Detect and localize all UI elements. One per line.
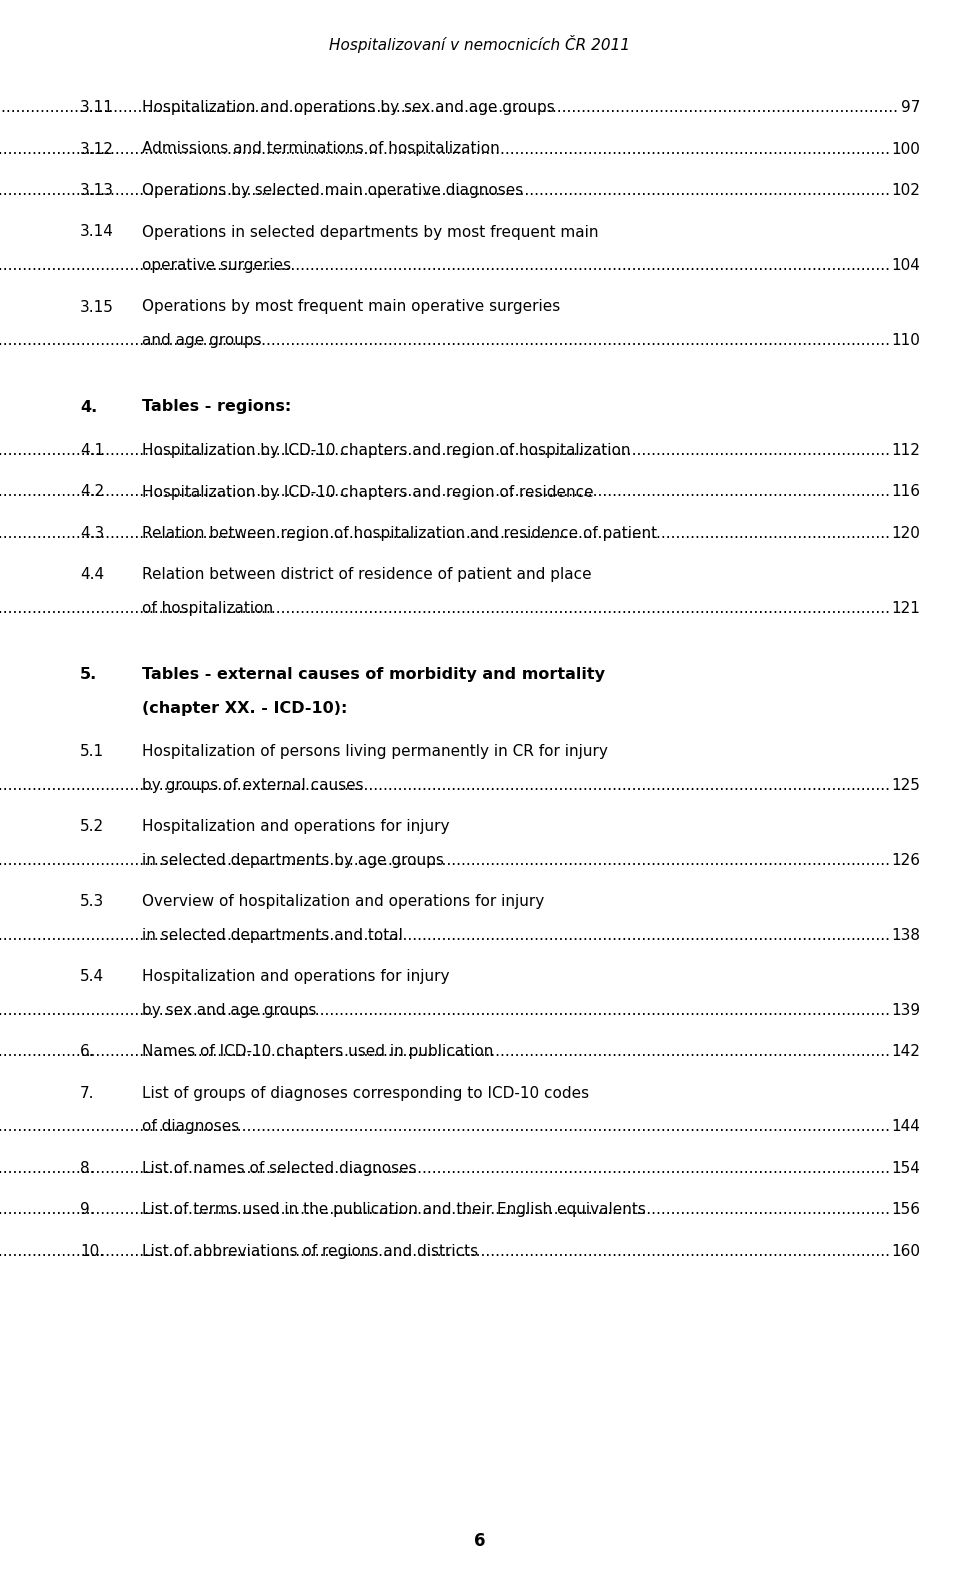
Text: of diagnoses: of diagnoses (142, 1119, 239, 1135)
Text: 139: 139 (891, 1003, 920, 1018)
Text: 116: 116 (891, 485, 920, 499)
Text: ................................................................................: ........................................… (0, 1003, 891, 1018)
Text: ................................................................................: ........................................… (0, 332, 891, 348)
Text: by sex and age groups: by sex and age groups (142, 1003, 317, 1018)
Text: 138: 138 (891, 929, 920, 943)
Text: 97: 97 (900, 100, 920, 114)
Text: 104: 104 (891, 258, 920, 273)
Text: 5.: 5. (80, 668, 97, 682)
Text: 5.4: 5.4 (80, 970, 104, 984)
Text: (chapter XX. - ICD-10):: (chapter XX. - ICD-10): (142, 701, 348, 716)
Text: ................................................................................: ........................................… (0, 183, 891, 199)
Text: ................................................................................: ........................................… (0, 1202, 891, 1218)
Text: List of names of selected diagnoses: List of names of selected diagnoses (142, 1161, 417, 1177)
Text: ................................................................................: ........................................… (0, 142, 891, 156)
Text: 6: 6 (474, 1533, 486, 1550)
Text: and age groups: and age groups (142, 332, 262, 348)
Text: ................................................................................: ........................................… (0, 1045, 891, 1059)
Text: Relation between district of residence of patient and place: Relation between district of residence o… (142, 568, 591, 582)
Text: Names of ICD-10 chapters used in publication: Names of ICD-10 chapters used in publica… (142, 1045, 493, 1059)
Text: ................................................................................: ........................................… (0, 1119, 891, 1135)
Text: 4.4: 4.4 (80, 568, 104, 582)
Text: ................................................................................: ........................................… (0, 601, 891, 615)
Text: 144: 144 (891, 1119, 920, 1135)
Text: Overview of hospitalization and operations for injury: Overview of hospitalization and operatio… (142, 895, 544, 909)
Text: 6.: 6. (80, 1045, 95, 1059)
Text: Hospitalization by ICD-10 chapters and region of hospitalization: Hospitalization by ICD-10 chapters and r… (142, 444, 631, 458)
Text: 120: 120 (891, 526, 920, 541)
Text: Operations by selected main operative diagnoses: Operations by selected main operative di… (142, 183, 523, 199)
Text: Tables - regions:: Tables - regions: (142, 399, 291, 415)
Text: 110: 110 (891, 332, 920, 348)
Text: ................................................................................: ........................................… (0, 929, 891, 943)
Text: Admissions and terminations of hospitalization: Admissions and terminations of hospitali… (142, 142, 500, 156)
Text: List of groups of diagnoses corresponding to ICD-10 codes: List of groups of diagnoses correspondin… (142, 1086, 589, 1100)
Text: ................................................................................: ........................................… (0, 852, 891, 868)
Text: ................................................................................: ........................................… (0, 444, 891, 458)
Text: Hospitalization and operations by sex and age groups: Hospitalization and operations by sex an… (142, 100, 555, 114)
Text: ................................................................................: ........................................… (0, 258, 891, 273)
Text: Hospitalizovaní v nemocnicích ČR 2011: Hospitalizovaní v nemocnicích ČR 2011 (329, 35, 631, 52)
Text: operative surgeries: operative surgeries (142, 258, 291, 273)
Text: Relation between region of hospitalization and residence of patient: Relation between region of hospitalizati… (142, 526, 658, 541)
Text: 4.2: 4.2 (80, 485, 104, 499)
Text: ................................................................................: ........................................… (0, 1161, 891, 1177)
Text: 4.1: 4.1 (80, 444, 104, 458)
Text: in selected departments and total: in selected departments and total (142, 929, 403, 943)
Text: Hospitalization and operations for injury: Hospitalization and operations for injur… (142, 970, 449, 984)
Text: 5.3: 5.3 (80, 895, 105, 909)
Text: ................................................................................: ........................................… (0, 526, 891, 541)
Text: by groups of external causes: by groups of external causes (142, 778, 364, 793)
Text: Hospitalization and operations for injury: Hospitalization and operations for injur… (142, 819, 449, 835)
Text: 3.14: 3.14 (80, 224, 114, 240)
Text: Operations by most frequent main operative surgeries: Operations by most frequent main operati… (142, 299, 561, 315)
Text: Tables - external causes of morbidity and mortality: Tables - external causes of morbidity an… (142, 668, 605, 682)
Text: of hospitalization: of hospitalization (142, 601, 274, 615)
Text: Hospitalization of persons living permanently in CR for injury: Hospitalization of persons living perman… (142, 744, 608, 760)
Text: 10.: 10. (80, 1243, 104, 1259)
Text: 160: 160 (891, 1243, 920, 1259)
Text: Operations in selected departments by most frequent main: Operations in selected departments by mo… (142, 224, 598, 240)
Text: ................................................................................: ........................................… (0, 485, 891, 499)
Text: 7.: 7. (80, 1086, 94, 1100)
Text: 5.2: 5.2 (80, 819, 104, 835)
Text: 3.11: 3.11 (80, 100, 114, 114)
Text: List of terms used in the publication and their English equivalents: List of terms used in the publication an… (142, 1202, 646, 1218)
Text: 5.1: 5.1 (80, 744, 104, 760)
Text: in selected departments by age groups: in selected departments by age groups (142, 852, 444, 868)
Text: 3.13: 3.13 (80, 183, 114, 199)
Text: Hospitalization by ICD-10 chapters and region of residence: Hospitalization by ICD-10 chapters and r… (142, 485, 593, 499)
Text: 3.15: 3.15 (80, 299, 114, 315)
Text: 8.: 8. (80, 1161, 94, 1177)
Text: 121: 121 (891, 601, 920, 615)
Text: 100: 100 (891, 142, 920, 156)
Text: 4.: 4. (80, 399, 97, 415)
Text: 9.: 9. (80, 1202, 95, 1218)
Text: ................................................................................: ........................................… (0, 778, 891, 793)
Text: 156: 156 (891, 1202, 920, 1218)
Text: ................................................................................: ........................................… (0, 100, 898, 114)
Text: 4.3: 4.3 (80, 526, 105, 541)
Text: 154: 154 (891, 1161, 920, 1177)
Text: 112: 112 (891, 444, 920, 458)
Text: 142: 142 (891, 1045, 920, 1059)
Text: ................................................................................: ........................................… (0, 1243, 891, 1259)
Text: 125: 125 (891, 778, 920, 793)
Text: 3.12: 3.12 (80, 142, 114, 156)
Text: 126: 126 (891, 852, 920, 868)
Text: 102: 102 (891, 183, 920, 199)
Text: List of abbreviations of regions and districts: List of abbreviations of regions and dis… (142, 1243, 478, 1259)
